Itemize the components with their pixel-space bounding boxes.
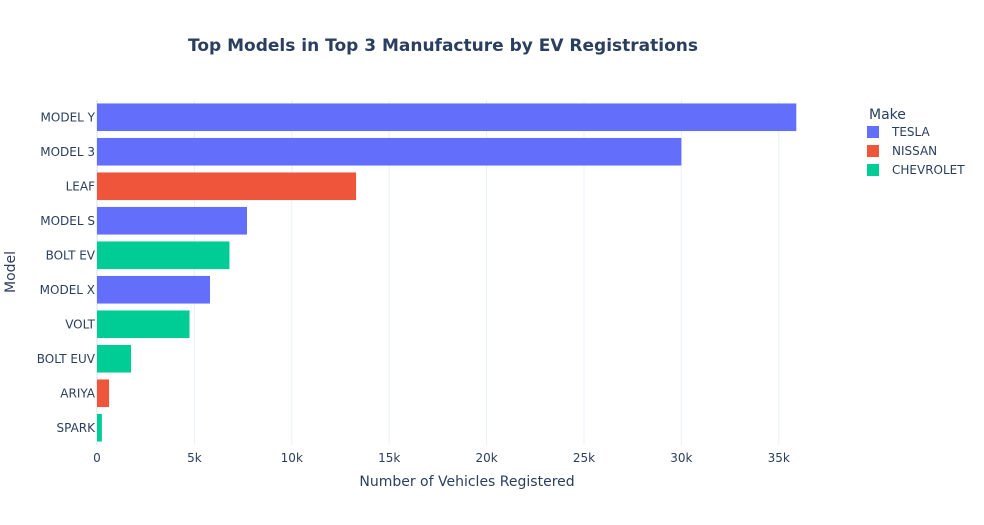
legend: Make TESLA NISSAN CHEVROLET: [867, 107, 965, 177]
legend-item-nissan[interactable]: NISSAN: [867, 144, 937, 158]
chart-title: Top Models in Top 3 Manufacture by EV Re…: [188, 36, 698, 56]
legend-label: NISSAN: [892, 144, 937, 158]
x-tick-label: 30k: [670, 451, 692, 465]
y-tick-label: LEAF: [66, 179, 95, 193]
legend-item-chevrolet[interactable]: CHEVROLET: [867, 163, 965, 177]
y-tick-label: ARIYA: [60, 386, 95, 400]
legend-items: TESLA NISSAN CHEVROLET: [867, 125, 965, 177]
y-tick-label: BOLT EUV: [37, 352, 96, 366]
legend-swatch: [867, 164, 879, 176]
bar-leaf[interactable]: [97, 172, 357, 201]
x-tick-labels: 0 5k 10k 15k 20k 25k 30k 35k: [93, 451, 790, 465]
x-tick-label: 20k: [475, 451, 497, 465]
bar-model-y[interactable]: [97, 103, 797, 132]
bar-ariya[interactable]: [97, 379, 110, 408]
x-tick-label: 15k: [378, 451, 400, 465]
x-tick-label: 25k: [573, 451, 595, 465]
x-tick-label: 35k: [768, 451, 790, 465]
x-tick-label: 5k: [187, 451, 202, 465]
y-tick-label: MODEL 3: [40, 145, 95, 159]
y-tick-label: MODEL X: [40, 283, 95, 297]
bar-bolt-euv[interactable]: [97, 344, 132, 373]
legend-swatch: [867, 145, 879, 157]
bars: [97, 103, 797, 442]
y-tick-label: MODEL S: [40, 214, 95, 228]
bar-model-x[interactable]: [97, 275, 210, 304]
y-tick-label: MODEL Y: [41, 110, 96, 124]
bar-spark[interactable]: [97, 413, 102, 442]
bar-volt[interactable]: [97, 310, 190, 339]
x-axis-title: Number of Vehicles Registered: [359, 474, 574, 490]
bar-model-s[interactable]: [97, 206, 247, 235]
y-axis-title: Model: [3, 251, 19, 293]
legend-item-tesla[interactable]: TESLA: [867, 125, 930, 139]
y-tick-label: VOLT: [65, 317, 95, 331]
y-tick-labels: MODEL Y MODEL 3 LEAF MODEL S BOLT EV MODEL X V…: [37, 110, 96, 435]
x-tick-label: 10k: [281, 451, 303, 465]
legend-label: TESLA: [891, 125, 930, 139]
legend-swatch: [867, 126, 879, 138]
legend-title: Make: [869, 107, 906, 123]
y-tick-label: BOLT EV: [46, 248, 96, 262]
legend-label: CHEVROLET: [892, 163, 965, 177]
bar-model-3[interactable]: [97, 137, 682, 166]
bar-bolt-ev[interactable]: [97, 241, 230, 270]
x-tick-label: 0: [93, 451, 101, 465]
y-tick-label: SPARK: [56, 421, 96, 435]
